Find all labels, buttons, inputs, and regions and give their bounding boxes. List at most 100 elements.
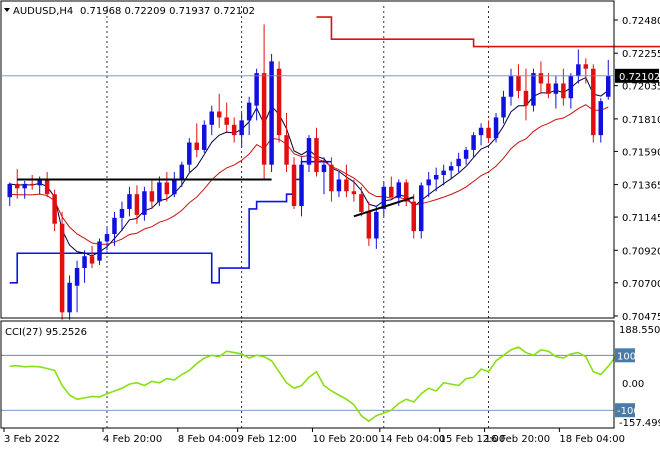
bear-candle [546, 83, 551, 94]
bear-candle [291, 164, 297, 207]
bear-candle [359, 194, 364, 212]
bull-candle [127, 194, 132, 209]
bull-candle [67, 282, 72, 313]
time-tick-label: 15 Feb 12:00 [440, 434, 506, 445]
price-tick-label: 0.71365 [622, 181, 660, 192]
bear-candle [366, 211, 372, 239]
indicator-axis: 100 0.00 -100 [615, 348, 644, 418]
bull-candle [299, 164, 304, 207]
bull-candle [374, 211, 379, 239]
bear-candle [389, 186, 394, 198]
bull-candle [187, 142, 192, 165]
bear-candle [351, 191, 357, 195]
bull-candle [568, 76, 574, 99]
bear-candle [344, 179, 349, 192]
time-tick-label: 8 Feb 04:00 [178, 434, 237, 445]
time-tick-label: 9 Feb 12:00 [238, 434, 297, 445]
bull-candle [493, 117, 499, 139]
bull-candle [254, 73, 259, 106]
bull-candle [576, 64, 581, 77]
bear-candle [591, 68, 596, 136]
current-price-badge [615, 68, 659, 83]
bull-candle [426, 179, 431, 186]
bull-candle [97, 241, 102, 261]
cci-level-label: 0.00 [622, 379, 644, 390]
current-price-label: 0.72102 [619, 72, 660, 83]
price-axis: 0.72480 0.72255 0.72035 0.71810 0.71590 0.713… [1, 16, 660, 323]
bull-candle [396, 182, 402, 198]
cci-level-badge [615, 348, 635, 363]
cci-level-label: -100 [617, 406, 640, 417]
bull-candle [157, 182, 162, 202]
bear-candle [224, 117, 229, 125]
price-tick-label: 0.71590 [622, 147, 660, 158]
price-tick-label: 0.70920 [622, 246, 660, 257]
bull-candle [119, 208, 125, 218]
cci-label: CCI(27) 95.2526 [5, 327, 87, 338]
bear-candle [89, 256, 95, 264]
cci-line [9, 346, 617, 423]
bull-candle [112, 217, 117, 235]
bull-candle [74, 268, 80, 286]
trendlines [17, 178, 415, 218]
bull-candle [269, 61, 274, 165]
bull-candle [306, 138, 312, 165]
price-tick-label: 0.71810 [622, 115, 660, 126]
bull-candle [531, 73, 536, 106]
bear-candle [404, 182, 409, 202]
cci-level-badge [615, 403, 635, 418]
bull-candle [381, 186, 387, 209]
price-tick-label: 0.71145 [622, 213, 660, 224]
dropdown-triangle-icon[interactable] [4, 8, 10, 12]
bull-candle [501, 96, 506, 118]
bear-candle [486, 127, 491, 139]
time-tick-label: 14 Feb 04:00 [380, 434, 446, 445]
chart-header: AUDUSD,H4 0.71968 0.72209 0.71937 0.7210… [4, 6, 255, 17]
panel-frames [0, 0, 615, 429]
bull-candle [239, 120, 244, 136]
price-tick-label: 0.72035 [622, 82, 660, 93]
bull-candle [321, 164, 327, 173]
bear-candle [538, 73, 544, 84]
bear-candle [411, 201, 416, 232]
bull-candle [448, 166, 454, 171]
bear-candle [561, 83, 566, 99]
bull-candle [471, 135, 476, 150]
bear-candle [59, 223, 65, 313]
bull-candle [433, 175, 439, 180]
price-tick-label: 0.72480 [622, 16, 660, 27]
bull-candle [246, 102, 252, 121]
bear-candle [284, 135, 289, 165]
time-tick-label: 3 Feb 2022 [4, 434, 60, 445]
bull-candle [209, 111, 214, 125]
bear-candle [523, 90, 529, 106]
bull-candle [456, 158, 461, 167]
bull-candle [142, 191, 147, 215]
price-tick-label: 0.72255 [622, 49, 660, 60]
time-axis: 3 Feb 2022 4 Feb 20:00 8 Feb 04:00 9 Feb 12… [3, 428, 625, 445]
bear-candle [194, 142, 200, 150]
time-tick-label: 10 Feb 20:00 [312, 434, 378, 445]
bull-candle [336, 179, 342, 192]
bull-candle [22, 183, 27, 189]
bull-candle [202, 124, 207, 150]
bear-candle [329, 164, 334, 192]
bull-candle [606, 76, 611, 97]
bear-candle [516, 76, 521, 91]
bull-candle [37, 179, 42, 186]
bear-candle [261, 73, 267, 165]
bull-candle [441, 170, 446, 176]
bear-candle [314, 138, 319, 173]
candlesticks [7, 24, 611, 320]
bull-candle [553, 83, 559, 94]
bull-candle [179, 164, 185, 180]
bear-candle [216, 111, 222, 118]
resistance-trail-line [316, 16, 660, 48]
bull-candle [508, 76, 514, 97]
bull-candle [7, 183, 12, 198]
bear-candle [14, 183, 20, 189]
bear-candle [583, 64, 589, 69]
main-panel-frame [0, 0, 615, 319]
cci-panel-frame [0, 320, 615, 429]
